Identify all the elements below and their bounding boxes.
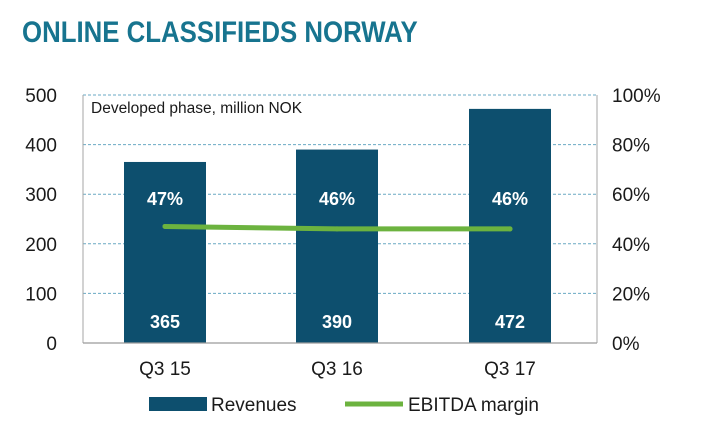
y-left-tick-label: 200 <box>25 235 57 256</box>
y-left-tick-label: 500 <box>25 86 57 107</box>
bar-value-label: 390 <box>322 312 352 332</box>
line-point <box>334 226 340 232</box>
bar <box>469 108 551 343</box>
bar-value-label: 472 <box>495 312 525 332</box>
legend-swatch-revenues <box>149 397 207 411</box>
y-right-tick-label: 20% <box>612 284 650 305</box>
chart-subtitle: Developed phase, million NOK <box>91 100 303 117</box>
legend-label-revenues: Revenues <box>211 395 297 416</box>
x-tick-label: Q3 17 <box>484 359 536 380</box>
y-left-tick-label: 400 <box>25 136 57 157</box>
axes: 0 100 200 300 400 500 0% 20% 40% 60% 80% 100% Q3 15 Q… <box>25 86 660 380</box>
line-point <box>507 226 513 232</box>
y-left-tick-label: 100 <box>25 284 57 305</box>
bar-series <box>124 108 551 343</box>
legend-label-ebitda: EBITDA margin <box>408 395 539 416</box>
y-left-tick-label: 0 <box>46 334 57 355</box>
y-right-tick-label: 80% <box>612 136 650 157</box>
page-title: ONLINE CLASSIFIEDS NORWAY <box>22 16 418 49</box>
y-right-tick-label: 0% <box>612 334 640 355</box>
x-tick-label: Q3 15 <box>139 359 191 380</box>
y-right-tick-label: 100% <box>612 86 661 107</box>
line-series <box>162 223 513 232</box>
legend: Revenues EBITDA margin <box>149 395 539 416</box>
bar <box>296 149 378 343</box>
margin-value-label: 47% <box>147 189 183 209</box>
bar-value-label: 365 <box>150 312 180 332</box>
line-point <box>162 223 168 229</box>
y-right-tick-label: 40% <box>612 235 650 256</box>
data-labels: 365 390 472 47% 46% 46% <box>147 189 528 332</box>
margin-value-label: 46% <box>492 189 528 209</box>
bar <box>124 161 206 343</box>
y-right-tick-label: 60% <box>612 185 650 206</box>
margin-value-label: 46% <box>319 189 355 209</box>
y-left-tick-label: 300 <box>25 185 57 206</box>
x-tick-label: Q3 16 <box>311 359 363 380</box>
